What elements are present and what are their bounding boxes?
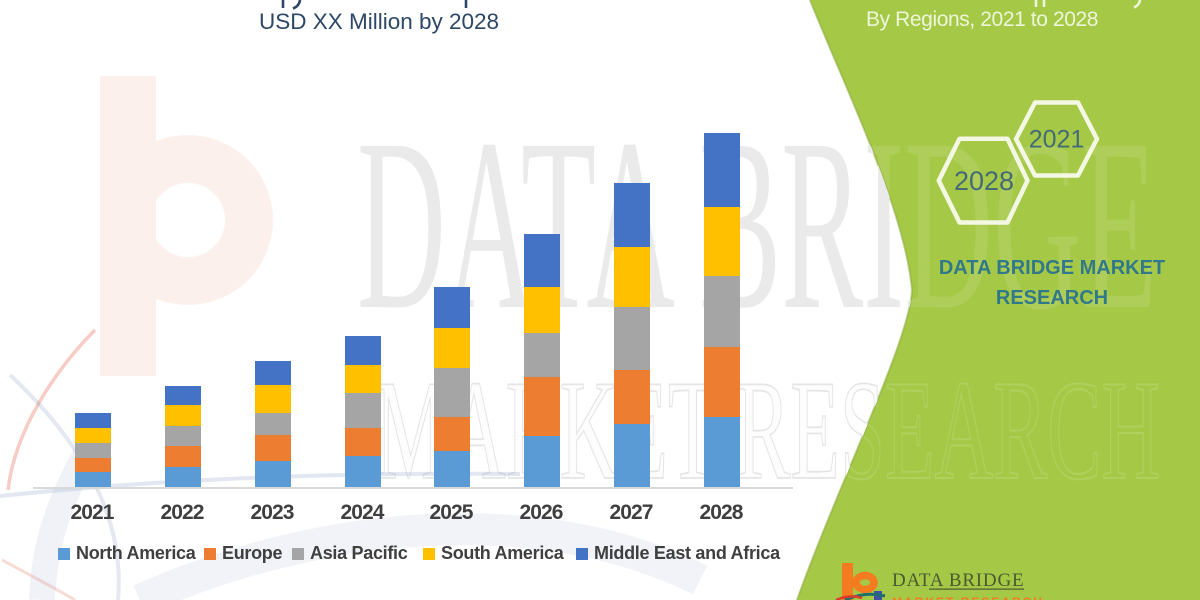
svg-text:MARKET RESEARCH: MARKET RESEARCH (892, 595, 1044, 600)
svg-text:2021: 2021 (1029, 126, 1085, 154)
svg-text:DATA BRIDGE: DATA BRIDGE (892, 570, 1024, 591)
svg-text:2028: 2028 (954, 166, 1014, 196)
